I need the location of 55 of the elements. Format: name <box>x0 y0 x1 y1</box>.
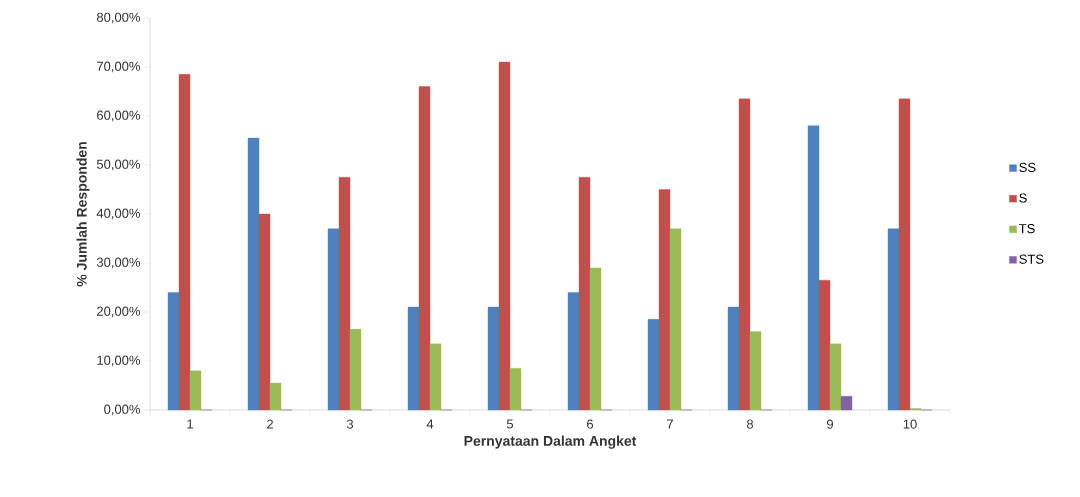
bar <box>898 98 911 411</box>
bar <box>269 382 282 411</box>
bar <box>727 306 740 411</box>
bar <box>258 213 271 411</box>
legend-label: TS <box>1019 223 1035 234</box>
y-tick-label: 10,00% <box>97 355 141 367</box>
x-axis-title: Pernyataan Dalam Angket <box>464 435 637 449</box>
y-tick-label: 30,00% <box>96 257 141 269</box>
y-tick-label: 20,00% <box>97 306 141 318</box>
bar <box>349 328 362 411</box>
y-tick-label: 50,00% <box>96 159 141 171</box>
x-tick-label: 6 <box>587 419 594 429</box>
x-tick-label: 3 <box>346 419 354 429</box>
bar <box>327 228 340 411</box>
y-axis-title: % Jumlah Responden <box>76 142 90 287</box>
bar <box>429 343 442 411</box>
bar <box>338 177 351 411</box>
legend-label: SS <box>1019 162 1036 173</box>
bar <box>247 137 260 411</box>
bar <box>738 98 751 411</box>
bar <box>418 86 431 411</box>
bar <box>498 61 511 411</box>
bar <box>167 292 180 411</box>
x-tick-label: 2 <box>267 419 273 429</box>
x-tick-label: 8 <box>746 419 754 429</box>
bar <box>829 343 842 411</box>
x-tick-label: 5 <box>506 419 514 429</box>
bar <box>189 370 202 411</box>
x-tick-label: 9 <box>827 419 834 429</box>
bar <box>589 267 602 411</box>
y-tick-label: 70,00% <box>97 61 141 73</box>
legend-label: S <box>1019 193 1027 203</box>
legend-label: STS <box>1019 254 1044 264</box>
y-tick-label: 0,00% <box>104 404 141 416</box>
bar <box>807 125 820 411</box>
bar <box>658 189 671 411</box>
bar <box>887 228 900 411</box>
bar <box>509 368 522 411</box>
bar <box>818 279 831 411</box>
bar <box>487 306 500 411</box>
x-tick-label: 4 <box>426 419 434 429</box>
y-tick-label: 40,00% <box>96 208 141 220</box>
bar <box>407 306 420 411</box>
bar <box>669 228 682 411</box>
bar <box>749 331 762 411</box>
bar <box>578 177 591 411</box>
bar <box>178 74 191 411</box>
x-tick-label: 7 <box>667 419 673 429</box>
x-tick-label: 10 <box>903 419 917 429</box>
bar <box>840 396 853 411</box>
y-tick-label: 80,00% <box>96 12 141 24</box>
x-tick-label: 1 <box>187 419 193 429</box>
bar <box>567 292 580 411</box>
bar <box>647 319 660 411</box>
y-tick-label: 60,00% <box>97 110 141 122</box>
